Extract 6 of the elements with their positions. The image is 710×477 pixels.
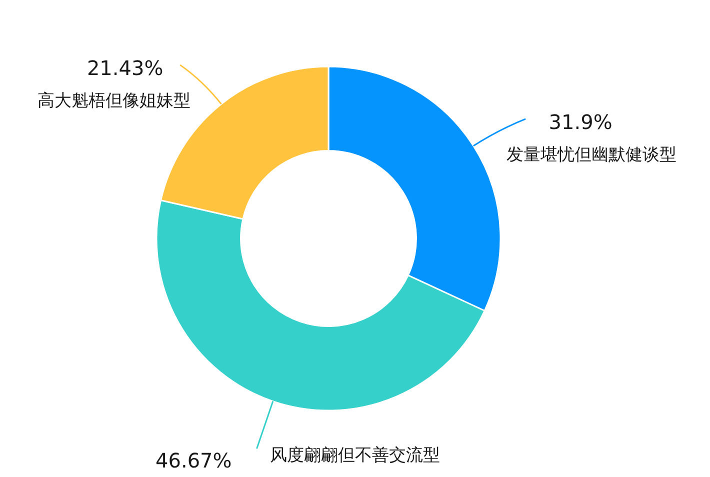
slice-label: 发量堪忧但幽默健谈型 bbox=[506, 144, 677, 165]
slice-label: 高大魁梧但像姐妹型 bbox=[38, 90, 191, 111]
slice-label: 风度翩翩但不善交流型 bbox=[270, 446, 440, 466]
data-label: 31.9% bbox=[548, 110, 612, 134]
data-label: 21.43% bbox=[86, 56, 164, 80]
data-label: 46.67% bbox=[156, 448, 232, 473]
